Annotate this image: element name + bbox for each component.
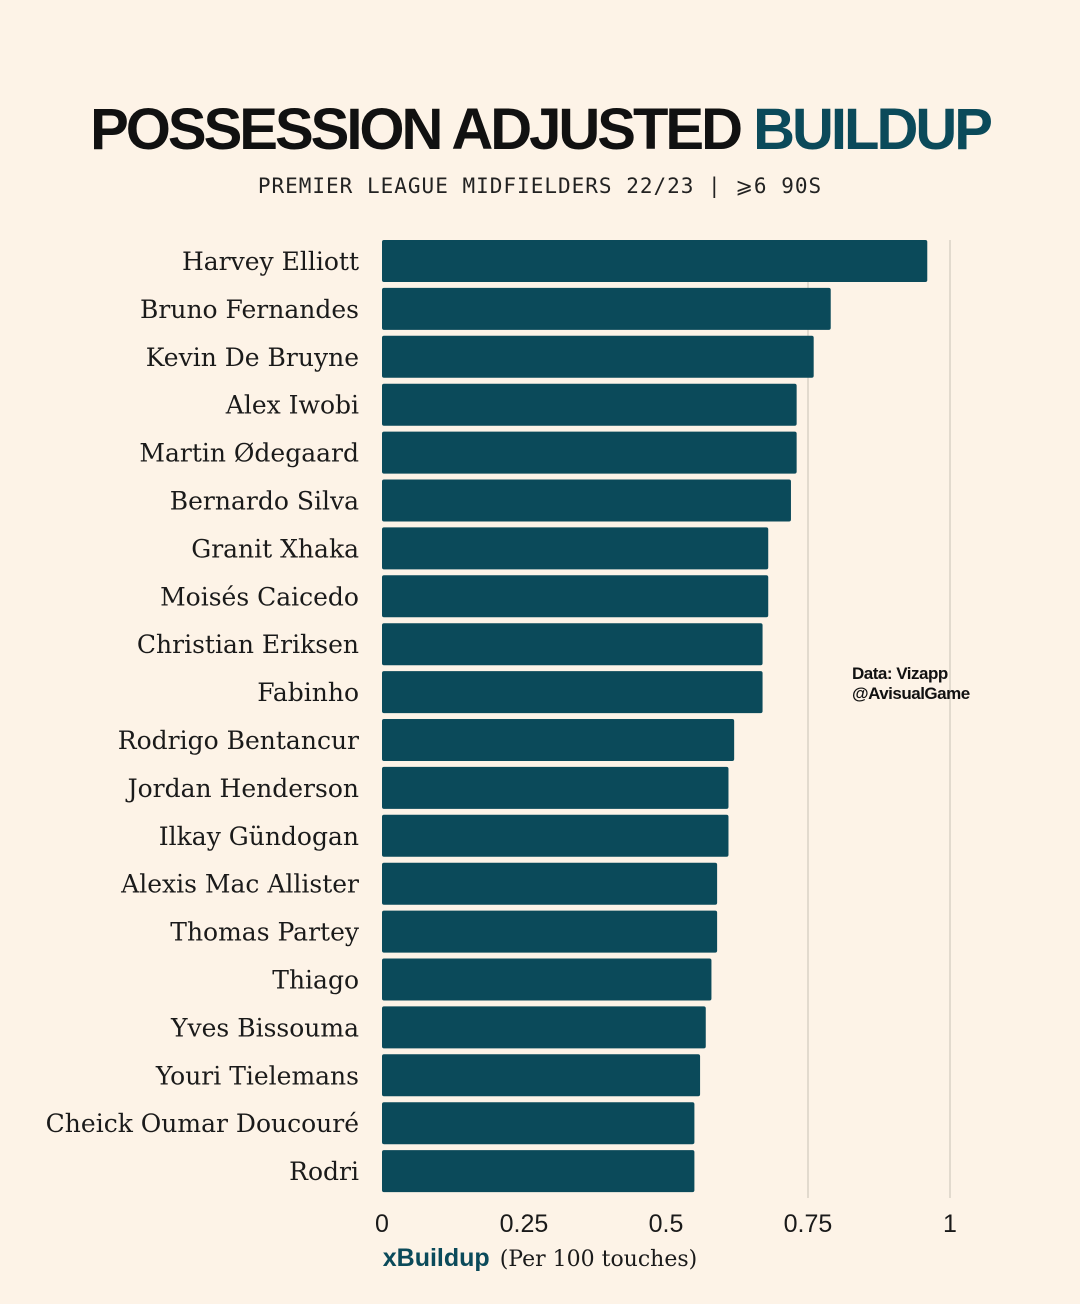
y-label-18: Cheick Oumar Doucouré	[46, 1109, 359, 1138]
y-label-16: Yves Bissouma	[170, 1013, 359, 1042]
bar-19	[382, 1150, 695, 1193]
y-label-3: Alex Iwobi	[225, 391, 359, 420]
x-axis-label-unit: (Per 100 touches)	[499, 1247, 698, 1272]
x-tick-3: 0.75	[784, 1210, 833, 1238]
y-label-2: Kevin De Bruyne	[146, 343, 359, 372]
bar-8	[382, 623, 763, 666]
x-tick-0: 0	[375, 1210, 389, 1238]
y-label-11: Jordan Henderson	[125, 774, 359, 803]
bar-16	[382, 1006, 706, 1049]
bars	[382, 240, 928, 1193]
bar-12	[382, 814, 729, 857]
title-main: POSSESSION ADJUSTED	[90, 97, 743, 162]
bar-15	[382, 958, 712, 1001]
y-label-19: Rodri	[289, 1157, 359, 1186]
x-tick-1: 0.25	[500, 1210, 549, 1238]
y-label-4: Martin Ødegaard	[139, 439, 359, 468]
gridlines	[807, 240, 951, 1198]
bar-18	[382, 1102, 695, 1145]
bar-5	[382, 479, 791, 522]
y-label-0: Harvey Elliott	[182, 247, 359, 276]
chart-title: POSSESSION ADJUSTED BUILDUP	[0, 96, 1080, 163]
bar-11	[382, 766, 729, 809]
y-label-7: Moisés Caicedo	[160, 582, 359, 611]
y-label-9: Fabinho	[257, 678, 359, 707]
y-label-6: Granit Xhaka	[191, 534, 359, 563]
bar-0	[382, 240, 928, 282]
y-label-17: Youri Tielemans	[155, 1061, 359, 1090]
x-axis-ticks: 0 0.25 0.5 0.75 1	[375, 1210, 957, 1238]
y-label-10: Rodrigo Bentancur	[118, 726, 359, 755]
y-label-14: Thomas Partey	[170, 918, 360, 947]
chart-subtitle: PREMIER LEAGUE MIDFIELDERS 22/23 | ⩾6 90…	[257, 174, 823, 198]
bar-17	[382, 1054, 701, 1097]
data-credit: Data: Vizapp @AvisualGame	[852, 664, 970, 704]
y-label-13: Alexis Mac Allister	[120, 870, 359, 899]
y-label-15: Thiago	[272, 966, 359, 995]
bar-3	[382, 383, 797, 426]
bar-10	[382, 719, 735, 761]
bar-6	[382, 527, 769, 570]
y-axis-labels: Harvey Elliott Bruno Fernandes Kevin De Br…	[46, 247, 360, 1186]
bar-14	[382, 910, 718, 953]
bar-9	[382, 671, 763, 714]
credit-handle: @AvisualGame	[852, 684, 970, 703]
bar-13	[382, 862, 718, 905]
x-tick-2: 0.5	[649, 1210, 684, 1238]
y-label-1: Bruno Fernandes	[140, 295, 359, 324]
bar-2	[382, 335, 814, 378]
title-accent: BUILDUP	[753, 97, 993, 162]
y-label-12: Ilkay Gündogan	[159, 822, 359, 851]
x-axis-label: xBuildup (Per 100 touches)	[0, 1244, 1080, 1273]
y-label-8: Christian Eriksen	[137, 630, 359, 659]
x-tick-4: 1	[943, 1210, 957, 1238]
credit-source: Data: Vizapp	[852, 664, 948, 683]
bar-4	[382, 431, 797, 474]
bar-7	[382, 575, 769, 618]
bar-1	[382, 287, 831, 330]
x-axis-label-main: xBuildup	[382, 1244, 490, 1272]
y-label-5: Bernardo Silva	[170, 487, 359, 516]
